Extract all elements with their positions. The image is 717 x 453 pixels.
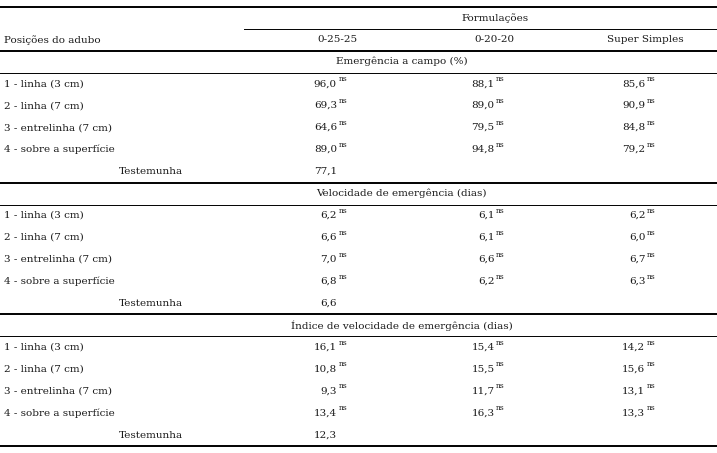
Text: 88,1: 88,1 — [472, 79, 495, 88]
Text: ns: ns — [338, 361, 347, 368]
Text: 6,1: 6,1 — [478, 233, 495, 242]
Text: ns: ns — [496, 229, 505, 236]
Text: 4 - sobre a superfície: 4 - sobre a superfície — [4, 145, 114, 154]
Text: 2 - linha (7 cm): 2 - linha (7 cm) — [4, 233, 83, 242]
Text: Super Simples: Super Simples — [607, 35, 683, 44]
Text: 4 - sobre a superfície: 4 - sobre a superfície — [4, 409, 114, 418]
Text: ns: ns — [496, 141, 505, 149]
Text: 6,6: 6,6 — [320, 299, 337, 308]
Text: 6,3: 6,3 — [629, 277, 645, 286]
Text: 6,7: 6,7 — [629, 255, 645, 264]
Text: 2 - linha (7 cm): 2 - linha (7 cm) — [4, 365, 83, 374]
Text: ns: ns — [338, 207, 347, 215]
Text: 3 - entrelinha (7 cm): 3 - entrelinha (7 cm) — [4, 123, 112, 132]
Text: ns: ns — [496, 273, 505, 280]
Text: ns: ns — [496, 75, 505, 83]
Text: ns: ns — [496, 405, 505, 412]
Text: ns: ns — [338, 251, 347, 259]
Text: ns: ns — [496, 251, 505, 259]
Text: ns: ns — [338, 405, 347, 412]
Text: ns: ns — [647, 141, 655, 149]
Text: ns: ns — [338, 119, 347, 127]
Text: Velocidade de emergência (dias): Velocidade de emergência (dias) — [316, 189, 487, 198]
Text: ns: ns — [338, 141, 347, 149]
Text: Posições do adubo: Posições do adubo — [4, 35, 100, 45]
Text: ns: ns — [647, 229, 655, 236]
Text: ns: ns — [496, 119, 505, 127]
Text: 6,2: 6,2 — [629, 211, 645, 220]
Text: Emergência a campo (%): Emergência a campo (%) — [336, 57, 467, 67]
Text: 6,6: 6,6 — [478, 255, 495, 264]
Text: 3 - entrelinha (7 cm): 3 - entrelinha (7 cm) — [4, 255, 112, 264]
Text: ns: ns — [647, 75, 655, 83]
Text: 0-25-25: 0-25-25 — [317, 35, 357, 44]
Text: 6,1: 6,1 — [478, 211, 495, 220]
Text: 6,8: 6,8 — [320, 277, 337, 286]
Text: 9,3: 9,3 — [320, 387, 337, 396]
Text: ns: ns — [647, 361, 655, 368]
Text: ns: ns — [647, 251, 655, 259]
Text: ns: ns — [338, 229, 347, 236]
Text: ns: ns — [496, 382, 505, 390]
Text: 4 - sobre a superfície: 4 - sobre a superfície — [4, 277, 114, 286]
Text: Testemunha: Testemunha — [118, 299, 183, 308]
Text: ns: ns — [647, 405, 655, 412]
Text: 89,0: 89,0 — [314, 145, 337, 154]
Text: 77,1: 77,1 — [314, 167, 337, 176]
Text: ns: ns — [647, 119, 655, 127]
Text: 1 - linha (3 cm): 1 - linha (3 cm) — [4, 211, 83, 220]
Text: 15,5: 15,5 — [472, 365, 495, 374]
Text: ns: ns — [647, 207, 655, 215]
Text: 10,8: 10,8 — [314, 365, 337, 374]
Text: Formulações: Formulações — [461, 13, 528, 23]
Text: 11,7: 11,7 — [472, 387, 495, 396]
Text: 13,1: 13,1 — [622, 387, 645, 396]
Text: 89,0: 89,0 — [472, 101, 495, 110]
Text: ns: ns — [496, 361, 505, 368]
Text: 15,6: 15,6 — [622, 365, 645, 374]
Text: 6,2: 6,2 — [320, 211, 337, 220]
Text: 3 - entrelinha (7 cm): 3 - entrelinha (7 cm) — [4, 387, 112, 396]
Text: 2 - linha (7 cm): 2 - linha (7 cm) — [4, 101, 83, 110]
Text: 7,0: 7,0 — [320, 255, 337, 264]
Text: 6,2: 6,2 — [478, 277, 495, 286]
Text: Testemunha: Testemunha — [118, 167, 183, 176]
Text: ns: ns — [496, 207, 505, 215]
Text: 1 - linha (3 cm): 1 - linha (3 cm) — [4, 79, 83, 88]
Text: ns: ns — [338, 382, 347, 390]
Text: ns: ns — [496, 338, 505, 347]
Text: 15,4: 15,4 — [472, 343, 495, 352]
Text: ns: ns — [338, 273, 347, 280]
Text: 85,6: 85,6 — [622, 79, 645, 88]
Text: 13,4: 13,4 — [314, 409, 337, 418]
Text: ns: ns — [496, 97, 505, 105]
Text: 16,3: 16,3 — [472, 409, 495, 418]
Text: 69,3: 69,3 — [314, 101, 337, 110]
Text: 14,2: 14,2 — [622, 343, 645, 352]
Text: ns: ns — [647, 97, 655, 105]
Text: 79,2: 79,2 — [622, 145, 645, 154]
Text: Índice de velocidade de emergência (dias): Índice de velocidade de emergência (dias… — [290, 320, 513, 331]
Text: Testemunha: Testemunha — [118, 431, 183, 440]
Text: ns: ns — [338, 75, 347, 83]
Text: 64,6: 64,6 — [314, 123, 337, 132]
Text: 6,6: 6,6 — [320, 233, 337, 242]
Text: 16,1: 16,1 — [314, 343, 337, 352]
Text: 13,3: 13,3 — [622, 409, 645, 418]
Text: ns: ns — [338, 97, 347, 105]
Text: ns: ns — [647, 273, 655, 280]
Text: 96,0: 96,0 — [314, 79, 337, 88]
Text: 6,0: 6,0 — [629, 233, 645, 242]
Text: 0-20-20: 0-20-20 — [475, 35, 515, 44]
Text: 12,3: 12,3 — [314, 431, 337, 440]
Text: 1 - linha (3 cm): 1 - linha (3 cm) — [4, 343, 83, 352]
Text: 79,5: 79,5 — [472, 123, 495, 132]
Text: ns: ns — [647, 382, 655, 390]
Text: ns: ns — [338, 338, 347, 347]
Text: 90,9: 90,9 — [622, 101, 645, 110]
Text: 84,8: 84,8 — [622, 123, 645, 132]
Text: ns: ns — [647, 338, 655, 347]
Text: 94,8: 94,8 — [472, 145, 495, 154]
